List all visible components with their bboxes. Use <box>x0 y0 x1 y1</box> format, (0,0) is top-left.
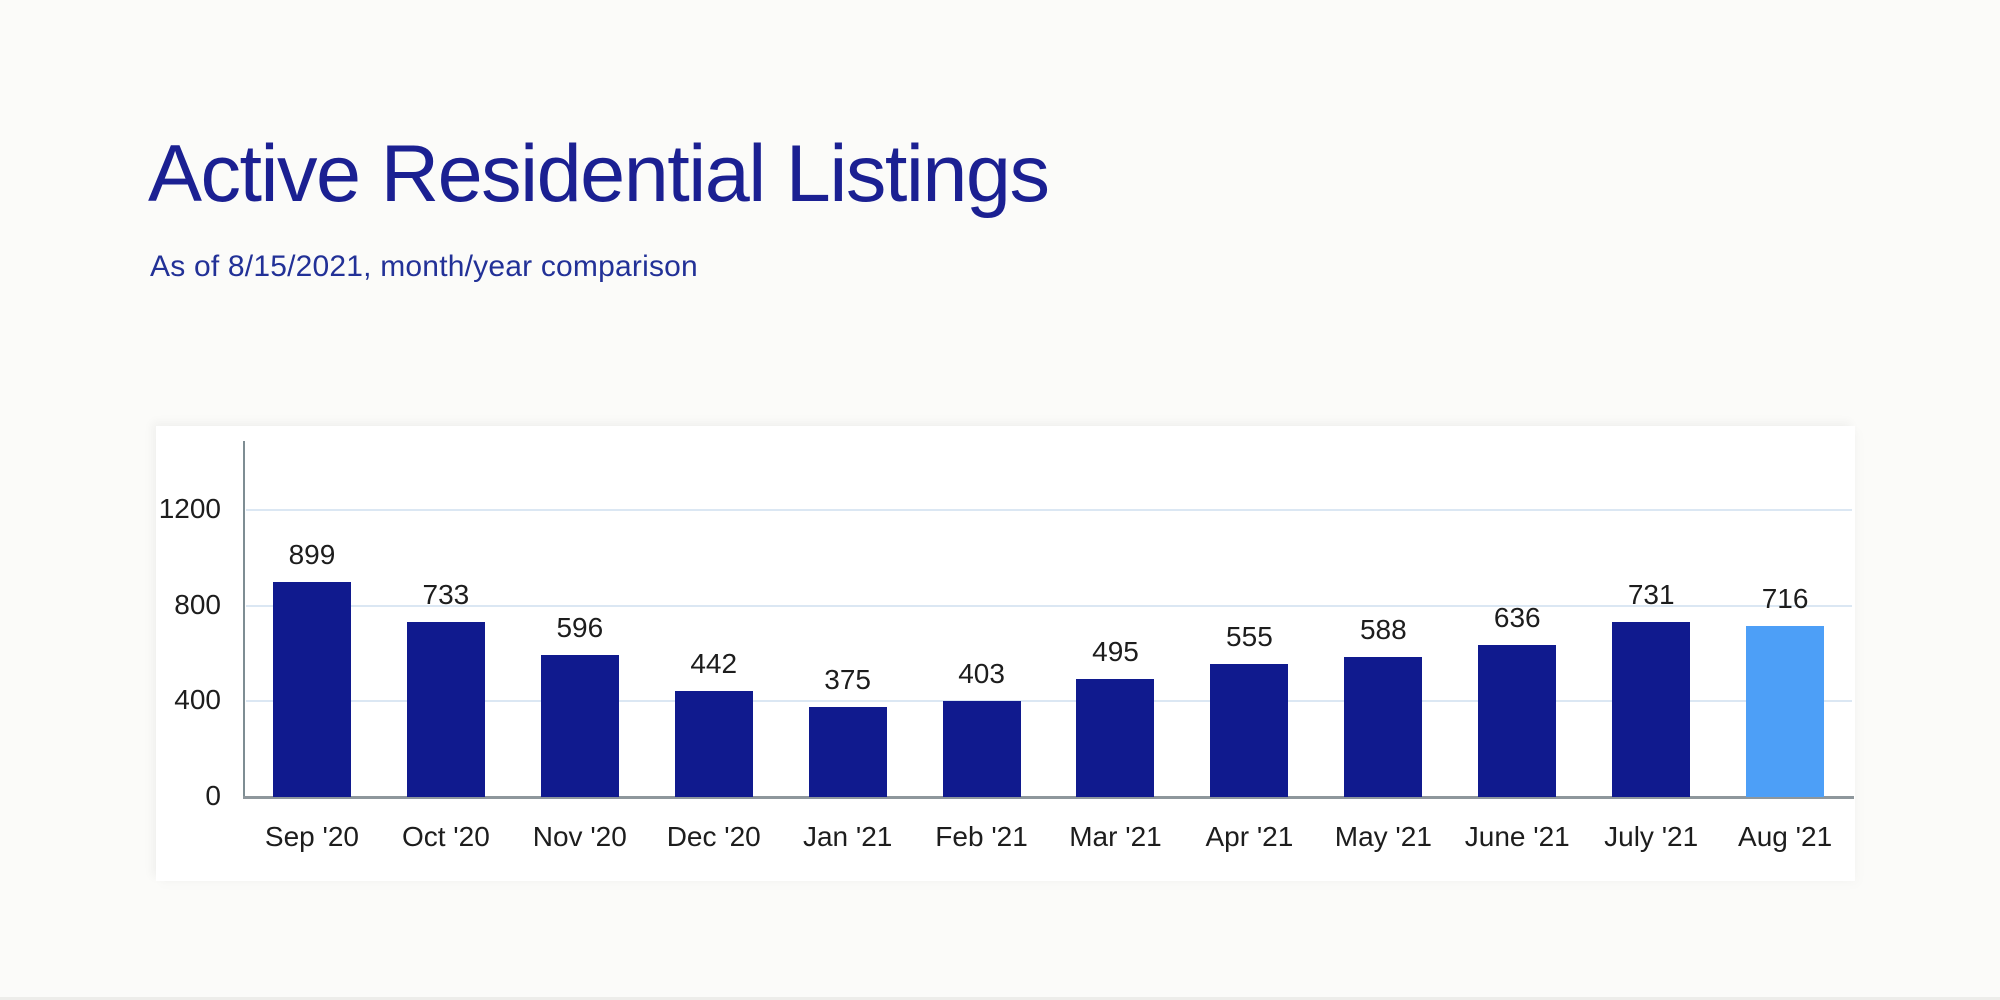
x-tick-label: Nov '20 <box>532 821 627 852</box>
page-title: Active Residential Listings <box>148 129 1050 219</box>
bar-value-label: 596 <box>556 612 604 643</box>
x-tick-label: Dec '20 <box>666 821 761 852</box>
bar-value-label: 375 <box>824 664 871 695</box>
y-axis-line <box>243 441 245 799</box>
bar <box>272 582 351 797</box>
y-tick-label: 800 <box>174 588 221 620</box>
bar-value-label: 731 <box>1627 579 1675 610</box>
bar-column: 716 <box>1718 441 1852 797</box>
bar-value-label: 495 <box>1092 636 1139 667</box>
x-tick-label: Apr '21 <box>1205 821 1294 852</box>
bar-chart: 0 400 800 1200 899 733 596 442 375 403 495 555 588 6… <box>159 441 1854 852</box>
y-tick-label: 1200 <box>158 493 221 525</box>
x-tick-label: Oct '20 <box>401 821 490 852</box>
bar <box>406 622 485 797</box>
bar <box>1746 626 1825 797</box>
bar <box>1076 679 1155 797</box>
bar-value-label: 555 <box>1226 621 1273 652</box>
x-axis-labels: Sep '20 Oct '20 Nov '20 Dec '20 Jan '21 Feb '… <box>245 821 1852 853</box>
y-tick-label: 0 <box>205 780 221 811</box>
bar-value-label: 899 <box>288 539 336 570</box>
bars: 899 733 596 442 375 403 495 555 588 636 731 716 <box>245 441 1852 797</box>
gridline <box>246 700 1852 703</box>
bar <box>1478 645 1557 797</box>
bar-value-label: 636 <box>1493 602 1541 633</box>
x-tick-label: Aug '21 <box>1738 821 1833 852</box>
bar <box>1344 657 1423 797</box>
bar-column: 899 <box>245 441 379 797</box>
bar-column: 588 <box>1316 441 1450 797</box>
gridline <box>246 509 1852 512</box>
bar-column: 636 <box>1450 441 1584 797</box>
x-tick-label: Feb '21 <box>935 821 1028 852</box>
slide-bottom-edge <box>0 997 2000 1000</box>
bar-value-label: 733 <box>422 579 470 610</box>
x-tick-label: Jan '21 <box>802 821 893 852</box>
bar-column: 403 <box>915 441 1049 797</box>
x-axis-line <box>243 796 1854 799</box>
x-tick-label: June '21 <box>1464 821 1570 852</box>
bar-column: 596 <box>513 441 647 797</box>
bar-column: 375 <box>781 441 915 797</box>
bar-value-label: 403 <box>958 658 1005 689</box>
bar <box>1612 622 1691 797</box>
bar-column: 442 <box>647 441 781 797</box>
bar-value-label: 588 <box>1359 614 1407 645</box>
x-tick-label: May '21 <box>1334 821 1432 852</box>
x-tick-label: July '21 <box>1604 821 1699 852</box>
bar <box>808 707 887 797</box>
x-tick-label: Mar '21 <box>1069 821 1162 852</box>
bar-value-label: 442 <box>690 648 738 679</box>
bar-column: 733 <box>379 441 513 797</box>
bar-value-label: 716 <box>1761 583 1809 614</box>
bar-column: 495 <box>1049 441 1183 797</box>
bar-column: 731 <box>1584 441 1718 797</box>
gridline <box>246 604 1852 607</box>
bar-column: 555 <box>1182 441 1316 797</box>
bar <box>674 691 753 797</box>
bar <box>540 655 619 797</box>
bar <box>942 701 1021 797</box>
page-subtitle: As of 8/15/2021, month/year comparison <box>150 250 698 283</box>
bar <box>1210 664 1289 797</box>
x-tick-label: Sep '20 <box>264 821 359 852</box>
y-tick-label: 400 <box>174 684 221 716</box>
